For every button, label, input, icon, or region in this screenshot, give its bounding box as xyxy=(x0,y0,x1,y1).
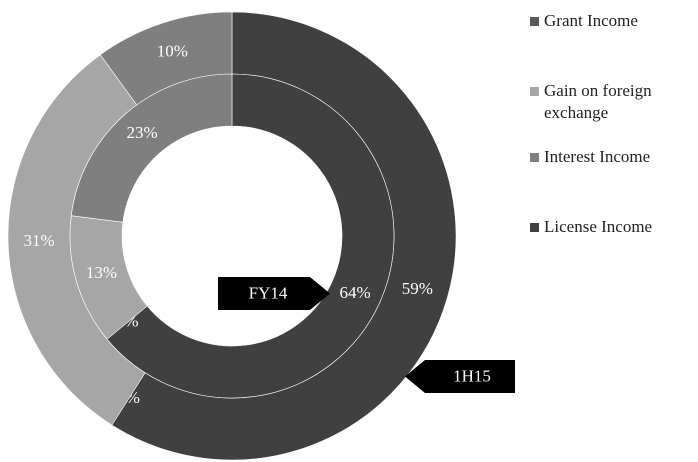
data-label: 64% xyxy=(339,283,370,302)
series-callout xyxy=(218,277,330,310)
legend-item: Grant Income xyxy=(528,10,698,32)
series-name: FY14 xyxy=(249,283,288,302)
legend-swatch xyxy=(530,17,539,26)
data-label: 31% xyxy=(24,231,55,250)
legend-swatch xyxy=(530,87,539,96)
legend-label: Grant Income xyxy=(544,11,638,30)
legend-label: Interest Income xyxy=(544,147,651,166)
data-label: 13% xyxy=(86,263,117,282)
legend-item: Gain on foreign exchange xyxy=(528,80,698,124)
legend-item: Interest Income xyxy=(528,146,698,168)
legend-label: License Income xyxy=(544,217,653,236)
donut-segment xyxy=(70,73,233,223)
series-callout xyxy=(405,360,515,393)
donut-segment xyxy=(106,73,395,399)
legend-swatch xyxy=(530,153,539,162)
data-label: 59% xyxy=(402,279,433,298)
legend-item: License Income xyxy=(528,216,698,238)
data-label: 10% xyxy=(157,41,188,60)
legend-label: Gain on foreign exchange xyxy=(544,81,652,122)
series-name: 1H15 xyxy=(453,366,491,385)
legend-swatch xyxy=(530,223,539,232)
data-label: 23% xyxy=(126,123,157,142)
